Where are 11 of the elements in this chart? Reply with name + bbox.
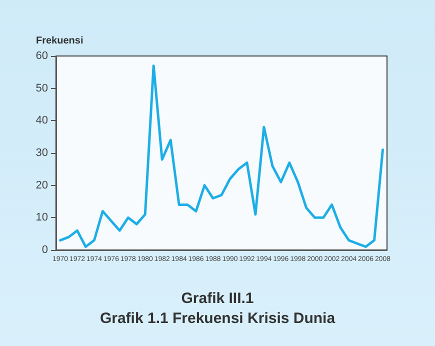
text: Grafik 1.1 Frekuensi Krisis Dunia	[100, 310, 336, 327]
y-tick-label: 20	[36, 179, 48, 192]
line-series	[58, 64, 384, 248]
y-tick-label: 50	[36, 82, 48, 94]
y-tick-label: 30	[36, 147, 48, 159]
y-axis-title: Frekuensi	[36, 36, 84, 46]
text: Grafik III.1	[181, 290, 254, 307]
y-tick-label: 0	[42, 244, 48, 256]
y-tick-label: 60	[36, 50, 48, 62]
y-tick-label: 40	[36, 114, 48, 127]
y-tick-label: 10	[36, 212, 48, 224]
